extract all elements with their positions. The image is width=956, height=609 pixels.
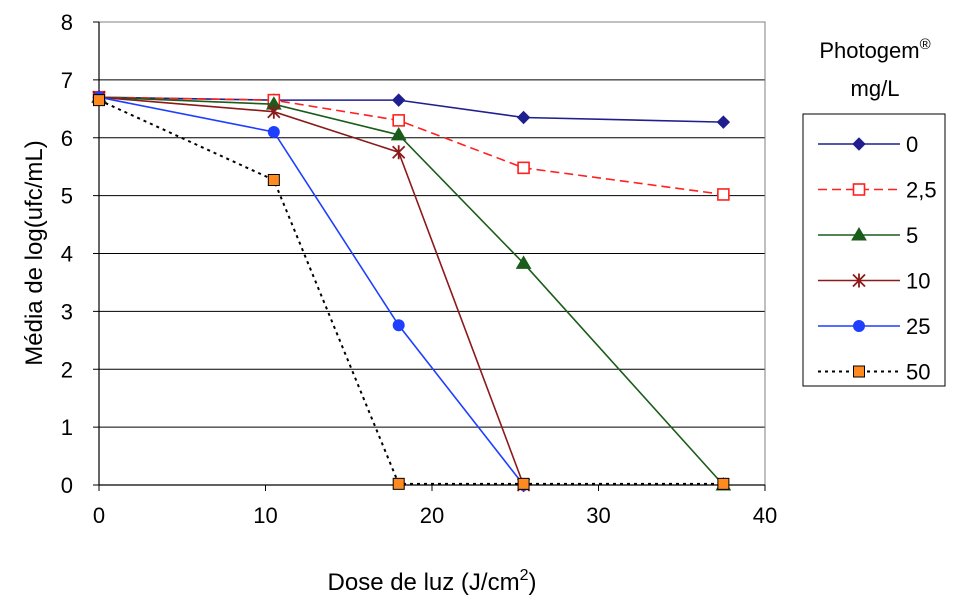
legend-label-2: 5: [906, 223, 918, 248]
series-5-line: [98, 99, 724, 485]
series-5-point-0: [93, 94, 105, 107]
axes: 0 1 2 3 4 5 6 7 8 0 10 20 30 40: [61, 10, 777, 528]
y-tick-label-7: 7: [61, 68, 73, 93]
series-3-point-2: [392, 145, 406, 160]
series-4-point-2: [392, 319, 405, 332]
legend-marker-0: [852, 137, 866, 151]
y-tick-label-5: 5: [61, 184, 73, 209]
x-axis-title-main: Dose de luz (J/cm: [328, 569, 520, 596]
series-4-point-1: [267, 125, 280, 138]
series-1-point-4: [717, 188, 730, 201]
y-tick-label-2: 2: [61, 357, 73, 382]
series-5: [93, 94, 730, 490]
legend-item-4: 25: [818, 314, 930, 339]
legend-marker-3: [852, 273, 866, 288]
x-tick-label-4: 40: [753, 503, 777, 528]
series-group: [91, 89, 732, 492]
y-tick-label-4: 4: [61, 242, 73, 267]
x-tick-label-0: 0: [93, 503, 105, 528]
series-5-point-3: [517, 477, 530, 490]
legend-item-2: 5: [818, 223, 918, 248]
legend-label-4: 25: [906, 314, 930, 339]
legend-label-1: 2,5: [906, 178, 937, 203]
legend: 0 2,5 5 10 25 50: [802, 113, 946, 387]
y-tick-label-8: 8: [61, 10, 73, 35]
legend-marker-5: [853, 365, 865, 378]
legend-label-3: 10: [906, 269, 930, 294]
series-1-line: [98, 96, 724, 196]
series-2: [91, 89, 732, 491]
legend-marker-1: [852, 183, 866, 196]
series-4-line: [98, 96, 525, 486]
legend-label-0: 0: [906, 132, 918, 157]
legend-marker-4: [853, 320, 865, 332]
y-tick-label-0: 0: [61, 473, 73, 498]
y-tick-label-3: 3: [61, 299, 73, 324]
legend-title: Photogem®: [819, 36, 930, 63]
x-tick-label-3: 30: [586, 503, 610, 528]
legend-item-5: 50: [818, 360, 930, 385]
series-1-point-3: [517, 161, 530, 175]
y-tick-label-6: 6: [61, 126, 73, 151]
x-tick-label-1: 10: [253, 503, 277, 528]
series-4: [93, 91, 530, 491]
x-axis-title-sup: 2: [520, 567, 529, 584]
legend-label-5: 50: [906, 360, 930, 385]
series-5-point-2: [392, 477, 405, 490]
y-tick-label-1: 1: [61, 415, 73, 440]
series-5-point-4: [717, 477, 730, 490]
legend-item-0: 0: [818, 132, 918, 157]
series-0-point-2: [391, 93, 406, 107]
x-axis-title: Dose de luz (J/cm2): [328, 567, 537, 596]
series-3-point-1: [267, 104, 281, 119]
legend-subtitle: mg/L: [851, 76, 900, 101]
series-0-point-3: [516, 110, 531, 125]
series-5-point-1: [267, 173, 280, 186]
grid: [99, 79, 765, 428]
legend-box: [802, 113, 946, 387]
series-2-point-3: [515, 255, 532, 269]
legend-title-main: Photogem: [819, 38, 919, 63]
series-3-line: [98, 96, 525, 486]
series-0: [92, 90, 731, 129]
series-3: [92, 90, 531, 492]
series-1-point-2: [392, 114, 406, 127]
x-tick-label-2: 20: [420, 503, 444, 528]
legend-marker-2: [851, 227, 867, 241]
series-2-point-2: [390, 126, 407, 141]
y-axis-title: Média de log(ufc/mL): [21, 140, 48, 365]
legend-item-1: 2,5: [818, 178, 937, 203]
legend-title-sup: ®: [920, 36, 931, 53]
legend-item-3: 10: [818, 269, 930, 294]
x-axis-title-tail: ): [528, 569, 536, 596]
series-0-point-4: [716, 115, 731, 129]
